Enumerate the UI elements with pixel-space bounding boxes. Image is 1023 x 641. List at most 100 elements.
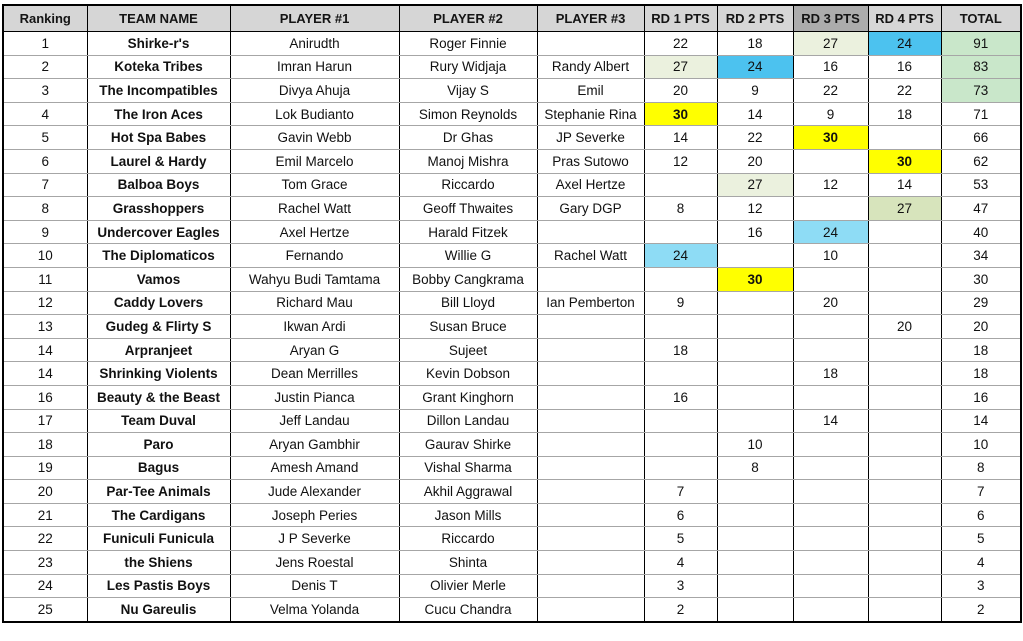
- total-cell[interactable]: 47: [940, 196, 1022, 221]
- rd2-cell[interactable]: [716, 384, 794, 410]
- rank-cell[interactable]: 6: [2, 148, 88, 174]
- player2-cell[interactable]: Manoj Mishra: [398, 148, 538, 174]
- player2-cell[interactable]: Willie G: [398, 243, 538, 268]
- player3-cell[interactable]: Stephanie Rina: [536, 101, 645, 127]
- team-name-cell[interactable]: Undercover Eagles: [86, 219, 231, 245]
- rd4-cell[interactable]: [867, 597, 942, 623]
- rd1-cell[interactable]: 22: [643, 31, 718, 56]
- rank-cell[interactable]: 13: [2, 314, 88, 339]
- total-cell[interactable]: 66: [940, 125, 1022, 150]
- player3-cell[interactable]: [536, 337, 645, 363]
- player3-cell[interactable]: [536, 432, 645, 457]
- total-cell[interactable]: 30: [940, 266, 1022, 292]
- rank-cell[interactable]: 12: [2, 290, 88, 316]
- rd4-cell[interactable]: 18: [867, 101, 942, 127]
- player3-cell[interactable]: [536, 502, 645, 528]
- rd1-cell[interactable]: [643, 266, 718, 292]
- rd3-cell[interactable]: [792, 455, 869, 481]
- player1-cell[interactable]: Axel Hertze: [229, 219, 400, 245]
- rank-cell[interactable]: 23: [2, 550, 88, 575]
- column-header-rd3[interactable]: RD 3 PTS: [792, 4, 869, 32]
- total-cell[interactable]: 8: [940, 455, 1022, 481]
- rd2-cell[interactable]: [716, 597, 794, 623]
- player3-cell[interactable]: Gary DGP: [536, 196, 645, 221]
- player3-cell[interactable]: JP Severke: [536, 125, 645, 150]
- rd3-cell[interactable]: 10: [792, 243, 869, 268]
- rd4-cell[interactable]: 24: [867, 31, 942, 56]
- rank-cell[interactable]: 22: [2, 526, 88, 552]
- rank-cell[interactable]: 7: [2, 172, 88, 198]
- player2-cell[interactable]: Akhil Aggrawal: [398, 479, 538, 504]
- rd3-cell[interactable]: [792, 573, 869, 599]
- player2-cell[interactable]: Olivier Merle: [398, 573, 538, 599]
- player2-cell[interactable]: Kevin Dobson: [398, 361, 538, 386]
- total-cell[interactable]: 14: [940, 408, 1022, 434]
- rd4-cell[interactable]: [867, 384, 942, 410]
- team-name-cell[interactable]: Team Duval: [86, 408, 231, 434]
- total-cell[interactable]: 7: [940, 479, 1022, 504]
- team-name-cell[interactable]: The Incompatibles: [86, 78, 231, 103]
- player1-cell[interactable]: Richard Mau: [229, 290, 400, 316]
- team-name-cell[interactable]: Hot Spa Babes: [86, 125, 231, 150]
- player2-cell[interactable]: Dr Ghas: [398, 125, 538, 150]
- player2-cell[interactable]: Jason Mills: [398, 502, 538, 528]
- player1-cell[interactable]: Jude Alexander: [229, 479, 400, 504]
- total-cell[interactable]: 18: [940, 337, 1022, 363]
- rd4-cell[interactable]: 20: [867, 314, 942, 339]
- rd4-cell[interactable]: [867, 550, 942, 575]
- rd1-cell[interactable]: [643, 172, 718, 198]
- rd2-cell[interactable]: 8: [716, 455, 794, 481]
- player1-cell[interactable]: Lok Budianto: [229, 101, 400, 127]
- team-name-cell[interactable]: Shrinking Violents: [86, 361, 231, 386]
- rd2-cell[interactable]: [716, 408, 794, 434]
- player1-cell[interactable]: Wahyu Budi Tamtama: [229, 266, 400, 292]
- column-header-p3[interactable]: PLAYER #3: [536, 4, 645, 32]
- rd4-cell[interactable]: 27: [867, 196, 942, 221]
- rd3-cell[interactable]: 9: [792, 101, 869, 127]
- rd4-cell[interactable]: 16: [867, 54, 942, 80]
- rank-cell[interactable]: 14: [2, 361, 88, 386]
- rd1-cell[interactable]: 8: [643, 196, 718, 221]
- rd1-cell[interactable]: 2: [643, 597, 718, 623]
- player3-cell[interactable]: [536, 526, 645, 552]
- player2-cell[interactable]: Grant Kinghorn: [398, 384, 538, 410]
- column-header-rd4[interactable]: RD 4 PTS: [867, 4, 942, 32]
- total-cell[interactable]: 5: [940, 526, 1022, 552]
- rd3-cell[interactable]: [792, 432, 869, 457]
- rd2-cell[interactable]: [716, 479, 794, 504]
- player2-cell[interactable]: Vijay S: [398, 78, 538, 103]
- team-name-cell[interactable]: Funiculi Funicula: [86, 526, 231, 552]
- rd2-cell[interactable]: [716, 243, 794, 268]
- rank-cell[interactable]: 10: [2, 243, 88, 268]
- rd4-cell[interactable]: [867, 479, 942, 504]
- team-name-cell[interactable]: Grasshoppers: [86, 196, 231, 221]
- player1-cell[interactable]: Tom Grace: [229, 172, 400, 198]
- rank-cell[interactable]: 4: [2, 101, 88, 127]
- player3-cell[interactable]: Randy Albert: [536, 54, 645, 80]
- column-header-p1[interactable]: PLAYER #1: [229, 4, 400, 32]
- rd3-cell[interactable]: [792, 314, 869, 339]
- rd2-cell[interactable]: 22: [716, 125, 794, 150]
- rd3-cell[interactable]: [792, 196, 869, 221]
- rd4-cell[interactable]: [867, 573, 942, 599]
- team-name-cell[interactable]: Nu Gareulis: [86, 597, 231, 623]
- rd1-cell[interactable]: 4: [643, 550, 718, 575]
- team-name-cell[interactable]: Shirke-r's: [86, 31, 231, 56]
- team-name-cell[interactable]: Gudeg & Flirty S: [86, 314, 231, 339]
- rd4-cell[interactable]: [867, 408, 942, 434]
- player3-cell[interactable]: [536, 479, 645, 504]
- rd3-cell[interactable]: 14: [792, 408, 869, 434]
- rd1-cell[interactable]: 14: [643, 125, 718, 150]
- rd1-cell[interactable]: 6: [643, 502, 718, 528]
- rd4-cell[interactable]: [867, 432, 942, 457]
- player3-cell[interactable]: Ian Pemberton: [536, 290, 645, 316]
- rd2-cell[interactable]: [716, 290, 794, 316]
- total-cell[interactable]: 71: [940, 101, 1022, 127]
- team-name-cell[interactable]: Paro: [86, 432, 231, 457]
- player1-cell[interactable]: Anirudth: [229, 31, 400, 56]
- rd4-cell[interactable]: [867, 502, 942, 528]
- rd2-cell[interactable]: 16: [716, 219, 794, 245]
- rd3-cell[interactable]: 16: [792, 54, 869, 80]
- team-name-cell[interactable]: Laurel & Hardy: [86, 148, 231, 174]
- rd3-cell[interactable]: [792, 502, 869, 528]
